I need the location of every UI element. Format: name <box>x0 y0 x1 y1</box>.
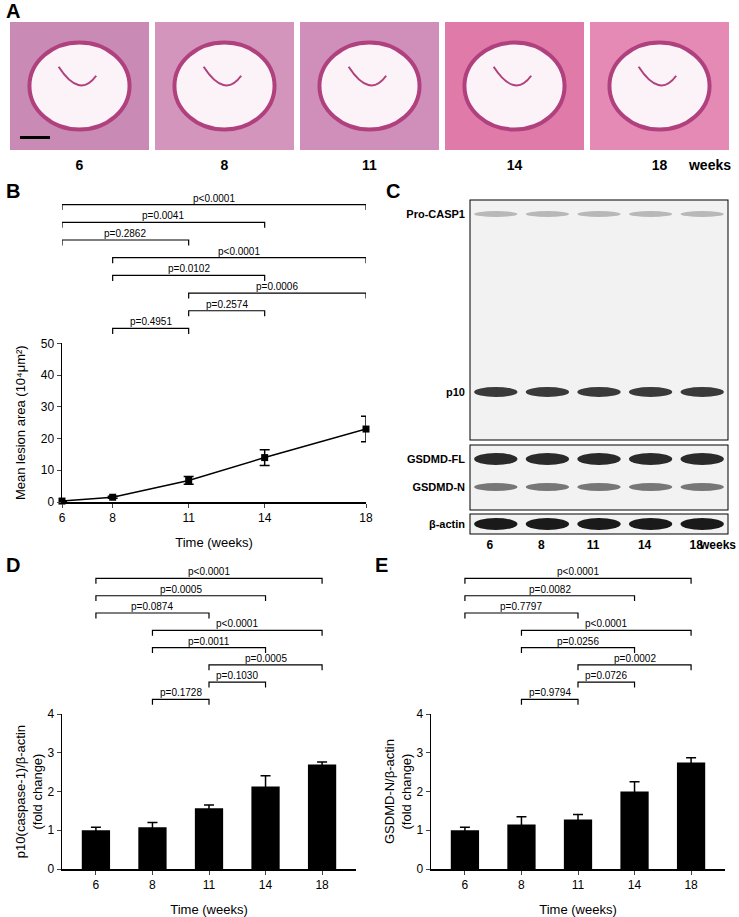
svg-text:14: 14 <box>258 511 272 525</box>
svg-text:p=0.0005: p=0.0005 <box>160 584 202 595</box>
svg-text:GSDMD-N: GSDMD-N <box>412 481 465 493</box>
svg-text:Time (weeks): Time (weeks) <box>175 535 253 550</box>
svg-text:p=0.2574: p=0.2574 <box>206 299 248 310</box>
svg-text:1: 1 <box>47 823 54 837</box>
svg-text:40: 40 <box>41 368 55 382</box>
svg-text:p=0.0002: p=0.0002 <box>614 653 656 664</box>
svg-text:Time (weeks): Time (weeks) <box>539 902 617 917</box>
svg-text:p=0.1030: p=0.1030 <box>216 670 258 681</box>
svg-text:weeks: weeks <box>699 538 736 552</box>
svg-text:10: 10 <box>41 463 55 477</box>
svg-text:p<0.0001: p<0.0001 <box>585 618 627 629</box>
svg-text:p<0.0001: p<0.0001 <box>216 618 258 629</box>
svg-text:p<0.0001: p<0.0001 <box>557 566 599 577</box>
svg-text:p=0.0082: p=0.0082 <box>529 584 571 595</box>
svg-text:6: 6 <box>462 878 469 892</box>
svg-text:3: 3 <box>47 746 54 760</box>
html-text:E: E <box>375 554 389 576</box>
html-text:D: D <box>6 554 21 576</box>
svg-text:p10(caspase-1)/β-actin(fold ch: p10(caspase-1)/β-actin(fold change) <box>14 725 46 858</box>
html-text:B: B <box>6 180 21 202</box>
svg-text:p=0.0102: p=0.0102 <box>168 263 210 274</box>
svg-text:18: 18 <box>315 878 329 892</box>
svg-text:18: 18 <box>689 538 703 552</box>
svg-text:p=0.7797: p=0.7797 <box>500 601 542 612</box>
svg-text:p=0.2862: p=0.2862 <box>104 228 146 239</box>
svg-text:0: 0 <box>47 862 54 876</box>
svg-text:p=0.4951: p=0.4951 <box>130 316 172 327</box>
html-text:C: C <box>386 180 401 202</box>
svg-text:p=0.0005: p=0.0005 <box>245 653 287 664</box>
svg-text:p<0.0001: p<0.0001 <box>193 193 235 204</box>
svg-text:6: 6 <box>93 878 100 892</box>
svg-text:p=0.0041: p=0.0041 <box>142 210 184 221</box>
svg-text:11: 11 <box>203 878 216 892</box>
svg-text:6: 6 <box>59 511 66 525</box>
svg-text:GSDMD-FL: GSDMD-FL <box>407 453 465 465</box>
svg-text:p=0.0726: p=0.0726 <box>585 670 627 681</box>
svg-text:4: 4 <box>416 707 423 721</box>
svg-text:3: 3 <box>416 746 423 760</box>
svg-text:β-actin: β-actin <box>429 518 465 530</box>
svg-text:p=0.9794: p=0.9794 <box>529 687 571 698</box>
svg-text:p<0.0001: p<0.0001 <box>188 566 230 577</box>
svg-text:6: 6 <box>76 157 84 173</box>
svg-text:8: 8 <box>221 157 229 173</box>
svg-text:14: 14 <box>259 878 273 892</box>
svg-text:0: 0 <box>47 495 54 509</box>
svg-text:weeks: weeks <box>688 157 731 173</box>
svg-text:1: 1 <box>416 823 423 837</box>
svg-text:18: 18 <box>359 511 373 525</box>
svg-text:11: 11 <box>362 157 377 173</box>
svg-text:20: 20 <box>41 432 55 446</box>
svg-text:11: 11 <box>572 878 585 892</box>
svg-text:50: 50 <box>41 337 55 351</box>
svg-text:14: 14 <box>628 878 642 892</box>
svg-text:8: 8 <box>149 878 156 892</box>
svg-text:18: 18 <box>652 157 668 173</box>
svg-text:11: 11 <box>182 511 195 525</box>
svg-text:8: 8 <box>109 511 116 525</box>
html-text:A: A <box>6 0 21 22</box>
svg-text:6: 6 <box>486 538 493 552</box>
svg-text:30: 30 <box>41 400 55 414</box>
svg-text:p10: p10 <box>446 386 465 398</box>
svg-text:Mean lesion area (10⁴μm²): Mean lesion area (10⁴μm²) <box>14 345 29 500</box>
svg-text:0: 0 <box>416 862 423 876</box>
svg-text:4: 4 <box>47 707 54 721</box>
svg-text:8: 8 <box>518 878 525 892</box>
svg-text:2: 2 <box>416 785 423 799</box>
svg-text:14: 14 <box>507 157 523 173</box>
svg-text:Time (weeks): Time (weeks) <box>170 902 248 917</box>
svg-text:p=0.0011: p=0.0011 <box>188 636 230 647</box>
svg-text:2: 2 <box>47 785 54 799</box>
svg-text:p=0.0256: p=0.0256 <box>557 636 599 647</box>
svg-text:8: 8 <box>538 538 545 552</box>
svg-text:p=0.1728: p=0.1728 <box>160 687 202 698</box>
svg-text:11: 11 <box>587 538 600 552</box>
svg-text:p=0.0874: p=0.0874 <box>131 601 173 612</box>
svg-text:Pro-CASP1: Pro-CASP1 <box>406 208 465 220</box>
svg-text:GSDMD-N/β-actin(fold change): GSDMD-N/β-actin(fold change) <box>383 739 415 844</box>
svg-text:p<0.0001: p<0.0001 <box>218 246 260 257</box>
svg-text:18: 18 <box>684 878 698 892</box>
svg-text:p=0.0006: p=0.0006 <box>256 281 298 292</box>
svg-text:14: 14 <box>638 538 652 552</box>
